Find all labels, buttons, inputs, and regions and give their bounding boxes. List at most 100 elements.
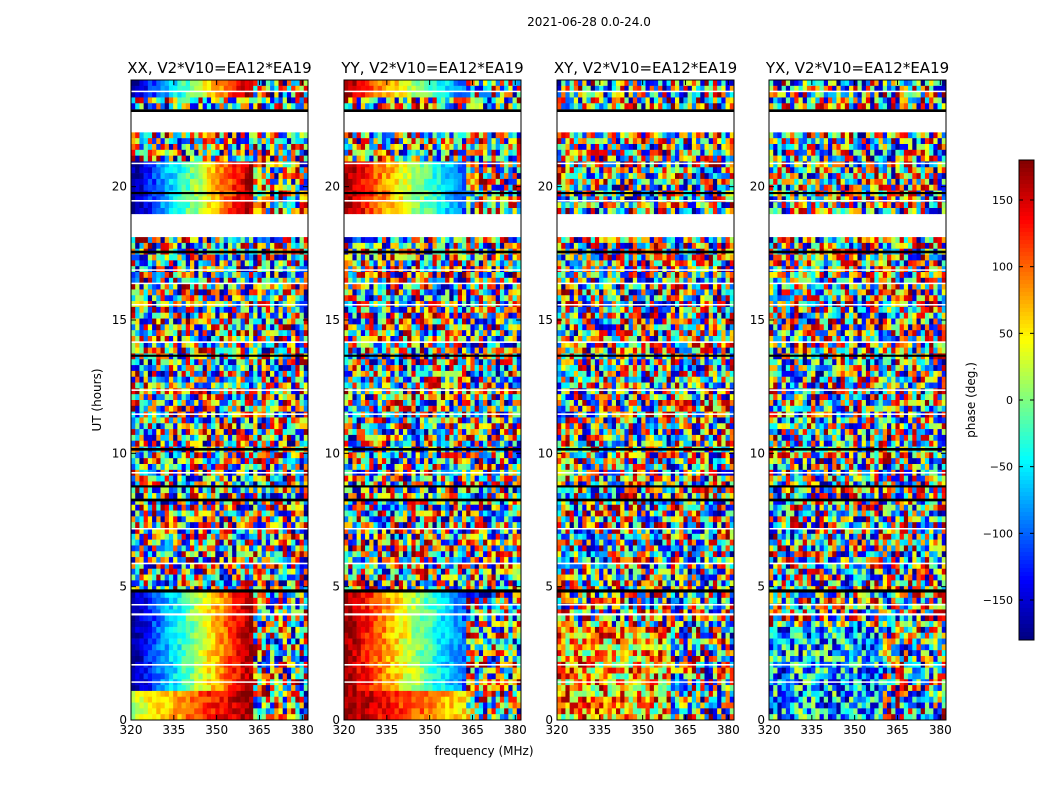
heatmap-cell [278,464,284,471]
heatmap-cell [152,609,157,616]
heatmap-cell [377,132,383,139]
heatmap-cell [152,592,157,599]
heatmap-cell [282,155,288,162]
heatmap-cell [270,405,275,412]
heatmap-cell [139,632,144,639]
heatmap-cell [236,440,241,447]
heatmap-cell [194,557,199,564]
heatmap-cell [504,132,509,139]
heatmap-cell [190,434,195,442]
heatmap-cell [303,405,309,412]
heatmap-cell [303,557,309,564]
heatmap-cell [270,370,275,378]
heatmap-cell [173,545,178,552]
heatmap-cell [478,91,484,98]
heatmap-cell [249,586,254,593]
scan-boundary [131,354,308,357]
heatmap-cell [211,539,216,546]
heatmap-cell [261,516,267,523]
heatmap-cell [244,481,250,488]
heatmap-cell [194,184,199,191]
heatmap-cell [265,533,271,540]
heatmap-cell [177,260,182,267]
x-tick-label: 335 [162,723,185,737]
heatmap-cell [240,132,246,139]
heatmap-cell [253,91,258,98]
heatmap-cell [177,667,182,674]
heatmap-cell [278,138,284,145]
scan-boundary [131,250,308,254]
heatmap-cell [223,458,229,465]
heatmap-cell [168,394,174,401]
heatmap-cell [278,359,284,366]
heatmap-cell [274,597,279,604]
heatmap-cell [249,574,254,581]
heatmap-cell [156,696,161,703]
heatmap-cell [253,184,258,191]
heatmap-cell [198,429,203,436]
heatmap-cell [156,388,161,395]
heatmap-cell [177,656,182,663]
heatmap-cell [244,609,250,616]
heatmap-cell [173,242,178,250]
heatmap-cell [131,667,136,674]
heatmap-cell [147,132,153,139]
heatmap-cell [152,330,157,337]
heatmap-cell [156,196,161,203]
heatmap-cell [198,528,203,535]
heatmap-cell [152,161,157,168]
scan-boundary [131,448,308,451]
heatmap-cell [211,347,216,354]
heatmap-cell [424,85,429,92]
heatmap-cell [177,533,182,540]
heatmap-cell [160,690,166,698]
heatmap-cell [303,568,309,575]
heatmap-cell [299,522,305,529]
heatmap-cell [185,434,191,442]
heatmap-cell [168,644,174,651]
heatmap-cell [185,295,191,302]
heatmap-cell [270,429,275,436]
heatmap-cell [173,237,178,244]
heatmap-cell [257,603,262,610]
heatmap-cell [270,330,275,337]
heatmap-cell [139,336,144,343]
heatmap-cell [143,487,149,494]
heatmap-cell [198,347,203,354]
heatmap-cell [143,138,149,145]
heatmap-cell [244,103,250,110]
heatmap-cell [190,295,195,302]
heatmap-cell [143,260,149,267]
heatmap-cell [152,132,157,139]
heatmap-cell [147,493,153,500]
heatmap-cell [240,656,246,663]
heatmap-cell [168,155,174,162]
heatmap-cell [164,388,170,395]
heatmap-cell [152,347,157,354]
heatmap-cell [139,487,144,494]
heatmap-cell [135,80,140,87]
heatmap-cell [303,626,309,634]
heatmap-cell [143,405,149,412]
heatmap-cell [206,394,212,401]
heatmap-cell [299,452,305,459]
heatmap-cell [164,336,170,343]
heatmap-cell [211,184,216,191]
heatmap-cell [253,557,258,564]
heatmap-cell [495,103,501,110]
heatmap-cell [147,306,153,314]
heatmap-cell [291,330,296,337]
heatmap-cell [286,324,292,331]
heatmap-cell [236,388,241,395]
heatmap-cell [274,173,279,180]
heatmap-cell [253,144,258,151]
heatmap-cell [219,458,225,465]
heatmap-cell [274,638,279,645]
heatmap-cell [232,196,237,203]
heatmap-cell [156,702,161,709]
heatmap-cell [185,382,191,389]
heatmap-cell [261,592,267,599]
heatmap-cell [516,85,522,92]
heatmap-cell [198,405,203,412]
heatmap-cell [415,161,421,168]
